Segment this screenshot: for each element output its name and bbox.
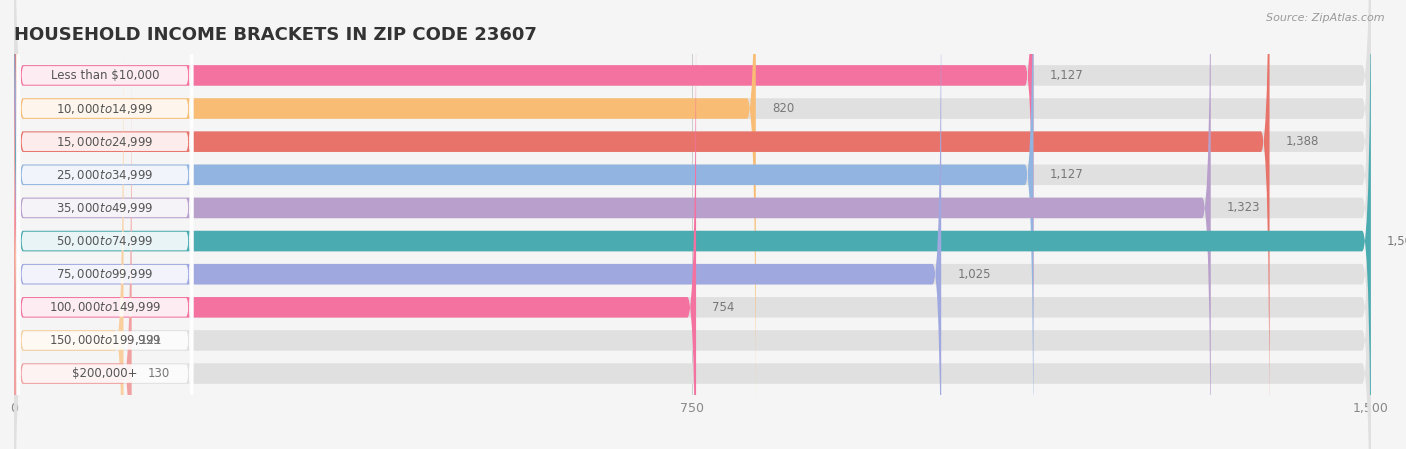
Text: $75,000 to $99,999: $75,000 to $99,999 (56, 267, 153, 281)
FancyBboxPatch shape (14, 31, 1371, 449)
Text: 1,127: 1,127 (1050, 69, 1084, 82)
Text: $15,000 to $24,999: $15,000 to $24,999 (56, 135, 153, 149)
Text: $200,000+: $200,000+ (72, 367, 138, 380)
Text: 1,323: 1,323 (1227, 202, 1261, 215)
FancyBboxPatch shape (14, 65, 1371, 449)
Text: 820: 820 (772, 102, 794, 115)
FancyBboxPatch shape (14, 0, 1033, 384)
Text: $50,000 to $74,999: $50,000 to $74,999 (56, 234, 153, 248)
Text: 1,500: 1,500 (1388, 234, 1406, 247)
FancyBboxPatch shape (14, 0, 1270, 449)
FancyBboxPatch shape (17, 0, 193, 321)
Text: 1,127: 1,127 (1050, 168, 1084, 181)
FancyBboxPatch shape (17, 0, 193, 421)
FancyBboxPatch shape (14, 65, 132, 449)
Text: Source: ZipAtlas.com: Source: ZipAtlas.com (1267, 13, 1385, 23)
FancyBboxPatch shape (17, 61, 193, 449)
FancyBboxPatch shape (14, 0, 756, 418)
Text: 130: 130 (148, 367, 170, 380)
Text: 1,388: 1,388 (1286, 135, 1319, 148)
Text: HOUSEHOLD INCOME BRACKETS IN ZIP CODE 23607: HOUSEHOLD INCOME BRACKETS IN ZIP CODE 23… (14, 26, 537, 44)
Text: 754: 754 (713, 301, 735, 314)
FancyBboxPatch shape (14, 0, 1371, 418)
Text: 1,025: 1,025 (957, 268, 991, 281)
FancyBboxPatch shape (17, 128, 193, 449)
Text: Less than $10,000: Less than $10,000 (51, 69, 159, 82)
FancyBboxPatch shape (14, 0, 1371, 449)
Text: $100,000 to $149,999: $100,000 to $149,999 (49, 300, 162, 314)
Text: $150,000 to $199,999: $150,000 to $199,999 (49, 334, 162, 348)
FancyBboxPatch shape (17, 0, 193, 388)
FancyBboxPatch shape (17, 0, 193, 449)
FancyBboxPatch shape (14, 0, 1371, 449)
FancyBboxPatch shape (14, 0, 1371, 449)
FancyBboxPatch shape (14, 0, 1371, 449)
Text: $25,000 to $34,999: $25,000 to $34,999 (56, 168, 153, 182)
FancyBboxPatch shape (14, 0, 1371, 449)
FancyBboxPatch shape (17, 94, 193, 449)
FancyBboxPatch shape (14, 0, 1371, 449)
FancyBboxPatch shape (17, 0, 193, 355)
Text: $35,000 to $49,999: $35,000 to $49,999 (56, 201, 153, 215)
FancyBboxPatch shape (14, 0, 696, 449)
FancyBboxPatch shape (14, 0, 1211, 449)
Text: $10,000 to $14,999: $10,000 to $14,999 (56, 101, 153, 115)
FancyBboxPatch shape (14, 0, 1371, 384)
FancyBboxPatch shape (14, 0, 1371, 449)
FancyBboxPatch shape (17, 0, 193, 449)
Text: 121: 121 (139, 334, 162, 347)
FancyBboxPatch shape (14, 0, 941, 449)
FancyBboxPatch shape (14, 31, 124, 449)
FancyBboxPatch shape (17, 28, 193, 449)
FancyBboxPatch shape (14, 0, 1033, 449)
